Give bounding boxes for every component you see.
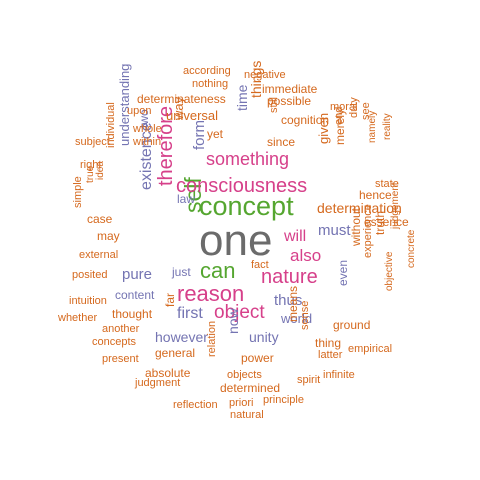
cloud-word: now: [225, 308, 241, 334]
cloud-word: reason: [177, 281, 245, 306]
cloud-word: truth: [373, 210, 387, 235]
cloud-word: means: [286, 285, 300, 322]
cloud-word: posited: [72, 269, 108, 281]
cloud-word: object: [214, 302, 265, 323]
cloud-word: cognition: [281, 113, 330, 127]
cloud-word: way: [171, 96, 186, 120]
cloud-word: however: [155, 329, 208, 345]
cloud-word: pure: [122, 266, 153, 283]
cloud-word: also: [290, 246, 322, 265]
cloud-word: general: [155, 346, 196, 360]
cloud-word: principle: [263, 394, 304, 406]
cloud-word: sense: [299, 300, 311, 330]
cloud-word: immediate: [262, 82, 318, 96]
cloud-word: thus: [274, 292, 303, 309]
cloud-word: merely: [333, 108, 347, 145]
cloud-word: objects: [227, 369, 262, 381]
cloud-word: since: [267, 135, 296, 149]
cloud-word: natural: [230, 409, 264, 421]
cloud-word: given: [316, 112, 331, 144]
cloud-word: judgement: [390, 182, 401, 229]
cloud-word: without: [349, 207, 363, 246]
cloud-word: something: [206, 149, 290, 169]
cloud-word: namely: [367, 110, 378, 143]
cloud-word: essence: [364, 215, 409, 229]
cloud-word: first: [177, 305, 203, 322]
cloud-word: according: [183, 65, 231, 77]
cloud-word: simple: [72, 176, 84, 208]
cloud-word: intuition: [69, 295, 107, 307]
cloud-word: priori: [229, 397, 254, 409]
cloud-word: individual: [105, 102, 117, 148]
cloud-word: moral: [330, 101, 358, 113]
cloud-word: far: [163, 292, 177, 307]
cloud-word: possible: [267, 94, 312, 108]
cloud-word: empirical: [348, 343, 393, 355]
cloud-word: fact: [251, 259, 269, 271]
cloud-word: consciousness: [176, 175, 308, 197]
cloud-word: relation: [206, 320, 218, 357]
cloud-word: upon: [127, 105, 152, 117]
cloud-word: external: [79, 249, 119, 261]
cloud-word: experience: [362, 204, 374, 258]
cloud-word: form: [191, 120, 208, 150]
cloud-word: within: [133, 136, 162, 148]
cloud-word: determination: [317, 200, 402, 216]
cloud-word: idea: [95, 161, 106, 180]
cloud-word: one: [199, 216, 273, 265]
cloud-word: law: [177, 192, 196, 206]
cloud-word: latter: [318, 349, 343, 361]
cloud-word: yet: [207, 127, 224, 141]
cloud-word: must: [318, 222, 351, 239]
cloud-word: right: [80, 159, 102, 171]
cloud-word: power: [241, 351, 274, 365]
cloud-word: nature: [261, 266, 318, 288]
cloud-word: determinateness: [137, 92, 226, 106]
cloud-word: infinite: [323, 369, 355, 381]
cloud-word: objective: [384, 251, 395, 291]
cloud-word: time: [234, 84, 250, 111]
cloud-word: state: [375, 178, 399, 190]
cloud-word: judgment: [135, 377, 181, 389]
cloud-word: still: [268, 97, 280, 113]
cloud-word: negative: [244, 69, 286, 81]
cloud-word: present: [102, 353, 139, 365]
cloud-word: whole: [133, 123, 162, 135]
cloud-word: just: [172, 265, 191, 279]
cloud-word: universal: [166, 108, 219, 123]
cloud-word: nothing: [192, 78, 229, 90]
cloud-word: unity: [249, 329, 279, 345]
cloud-word: determined: [220, 381, 281, 395]
cloud-word: thought: [112, 307, 153, 321]
cloud-word: concrete: [406, 229, 417, 268]
cloud-word: whether: [58, 312, 98, 324]
cloud-word: case: [87, 212, 113, 226]
cloud-word: ground: [333, 318, 371, 332]
cloud-word: things: [248, 60, 264, 98]
cloud-word: concept: [199, 191, 294, 221]
cloud-word: spirit: [297, 374, 321, 386]
cloud-word: will: [284, 228, 307, 245]
cloud-word: may: [97, 229, 120, 243]
cloud-word: hence: [359, 188, 392, 202]
cloud-word: reflection: [173, 399, 218, 411]
cloud-word: reality: [382, 113, 393, 140]
cloud-word: subject: [75, 136, 110, 148]
cloud-word: thing: [315, 336, 342, 350]
cloud-word: concepts: [92, 336, 137, 348]
cloud-word: duty: [348, 97, 360, 118]
cloud-word: absolute: [145, 366, 191, 380]
cloud-word: world: [281, 311, 313, 326]
cloud-word: can: [200, 258, 236, 283]
cloud-word: even: [336, 259, 350, 286]
cloud-word: content: [115, 288, 155, 302]
cloud-word: another: [102, 323, 140, 335]
